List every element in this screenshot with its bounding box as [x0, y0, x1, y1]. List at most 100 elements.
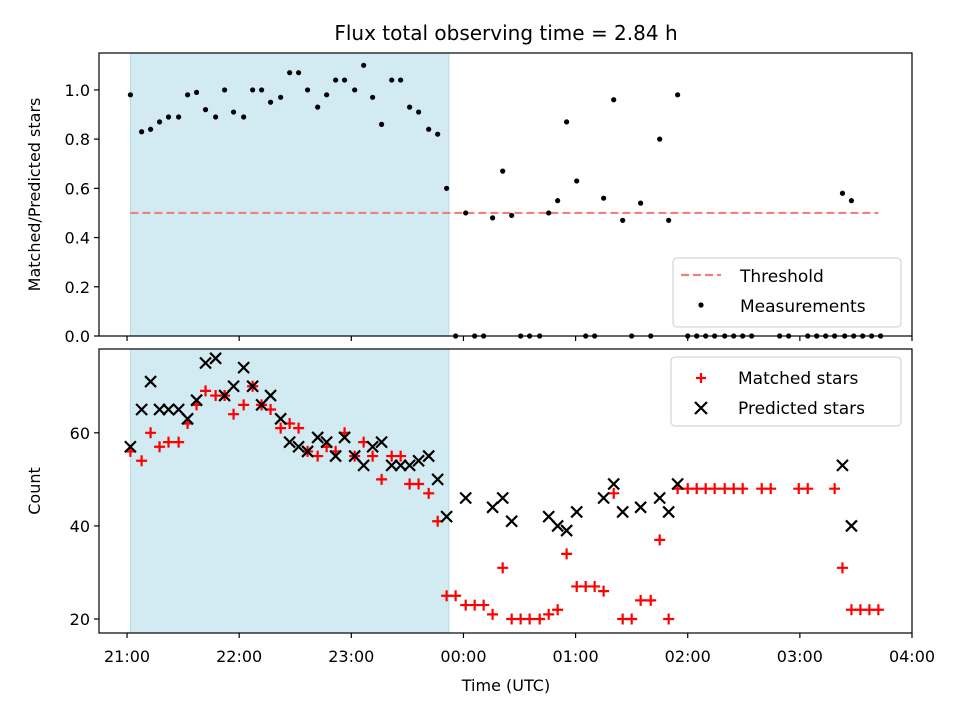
measurements-point	[324, 92, 330, 98]
measurements-point	[564, 119, 570, 125]
ratio-y-axis: 0.0 0.2 0.4 0.6 0.8 1.0	[65, 81, 99, 346]
measurements-legend-label: Measurements	[740, 297, 866, 317]
measurements-point	[574, 178, 580, 184]
measurements-point	[509, 212, 515, 219]
measurements-point	[287, 70, 293, 76]
matched-stars-point	[829, 483, 841, 495]
x-tick-label: 04:00	[889, 647, 935, 666]
matched-stars-point	[765, 483, 777, 495]
matched-stars-point	[645, 594, 657, 606]
measurements-point	[666, 217, 672, 223]
x-tick-label: 01:00	[553, 647, 599, 666]
ratio-y-tick-label: 0.8	[65, 130, 90, 149]
matched-stars-point	[524, 613, 536, 625]
measurements-point	[156, 119, 163, 125]
predicted-stars-point	[836, 459, 849, 472]
measurements-point	[184, 92, 191, 98]
ratio-plot-frame	[98, 52, 913, 337]
count-y-axis: 20 40 60	[70, 424, 99, 629]
predicted-stars-point	[124, 440, 137, 454]
ratio-y-axis-label: Matched/Predicted stars	[25, 98, 44, 292]
matched-stars-point	[608, 487, 620, 499]
matched-stars-point	[173, 436, 185, 448]
measurements-point	[490, 215, 496, 221]
count-y-tick-label: 20	[70, 610, 90, 629]
matched-stars-point	[497, 562, 509, 574]
measurements-point	[370, 94, 376, 100]
x-tick-label: 02:00	[665, 647, 711, 666]
measurements-point	[315, 104, 321, 110]
predicted-stars-point	[431, 473, 444, 486]
measurements-point	[213, 114, 219, 120]
count-legend: Matched stars Predicted stars	[670, 356, 902, 427]
matched-stars-point	[589, 580, 601, 592]
matched-stars-point	[872, 604, 884, 616]
measurements-point	[127, 92, 133, 98]
predicted-stars-point	[671, 477, 684, 491]
measurements-point	[202, 107, 209, 113]
matched-stars-point	[478, 599, 490, 611]
predicted-stars-point	[264, 389, 277, 402]
matched-stars-point	[737, 483, 749, 495]
matched-stars-point	[293, 422, 305, 434]
measurements-point	[147, 126, 154, 132]
observing-window-band-top	[129, 52, 450, 337]
matched-stars-point	[552, 604, 564, 616]
matched-stars-point	[136, 455, 148, 467]
predicted-stars-point	[394, 459, 407, 472]
measurements-point	[333, 77, 339, 83]
ratio-panel: 0.0 0.2 0.4 0.6 0.8 1.0 Matched/Predicted sta…	[25, 52, 913, 346]
measurements-point	[193, 89, 200, 95]
measurements-point	[361, 62, 367, 68]
ratio-y-tick-label: 0.4	[65, 229, 90, 248]
measurements-point	[675, 92, 681, 98]
matched-stars-point	[423, 487, 435, 499]
matched-stars-point	[145, 427, 157, 439]
ratio-y-tick-label: 0.0	[65, 327, 90, 346]
measurements-point	[839, 190, 846, 196]
matched-stars-point	[450, 590, 462, 602]
x-tick-label: 03:00	[777, 647, 823, 666]
predicted-stars-point	[237, 361, 250, 374]
measurements-point	[389, 77, 395, 83]
measurements-point	[601, 195, 607, 201]
ratio-x-axis	[126, 336, 913, 341]
ratio-legend: Threshold Measurements	[672, 257, 902, 328]
measurements-point	[500, 168, 506, 174]
measurements-point	[848, 198, 855, 204]
measurements-point	[415, 109, 422, 115]
predicted-stars-point	[329, 449, 342, 463]
predicted-stars-point	[135, 403, 148, 416]
predicted-stars-point	[505, 514, 518, 528]
matched-stars-point	[802, 483, 814, 495]
measurements-point	[241, 114, 247, 120]
predicted-stars-point	[338, 431, 351, 444]
x-tick-label: 21:00	[104, 647, 150, 666]
predicted-stars-legend-label: Predicted stars	[738, 399, 865, 419]
predicted-stars-point	[616, 505, 629, 519]
measurements-point	[278, 94, 284, 100]
matched-stars-point	[228, 408, 240, 420]
x-tick-label: 00:00	[440, 647, 486, 666]
measurements-point	[221, 87, 228, 93]
predicted-stars-point	[366, 440, 379, 454]
predicted-stars-point	[311, 431, 324, 444]
matched-stars-point	[663, 613, 675, 625]
predicted-stars-point	[551, 519, 564, 533]
threshold-legend-label: Threshold	[739, 267, 824, 287]
measurements-point	[267, 99, 274, 105]
chart-title: Flux total observing time = 2.84 h	[334, 21, 677, 45]
predicted-stars-point	[385, 459, 398, 472]
measurements-point	[426, 126, 432, 132]
predicted-stars-point	[662, 505, 675, 519]
matched-stars-point	[367, 450, 379, 462]
predicted-stars-point	[144, 375, 157, 388]
matched-stars-point	[200, 385, 212, 397]
measurements-point	[657, 136, 663, 142]
predicted-stars-point	[227, 379, 240, 393]
matched-stars-point	[275, 422, 287, 434]
count-y-axis-label: Count	[25, 467, 44, 515]
measurements-point	[378, 121, 385, 127]
matched-stars-point	[238, 399, 250, 411]
matched-stars-point	[836, 562, 848, 574]
